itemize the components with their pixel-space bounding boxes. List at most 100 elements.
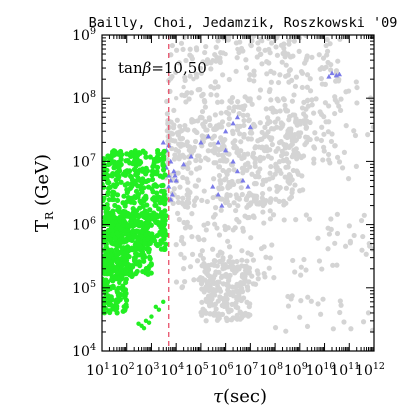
- point: [251, 35, 257, 39]
- point: [255, 271, 261, 277]
- point: [135, 236, 141, 242]
- point: [337, 298, 343, 304]
- point: [115, 171, 121, 177]
- point: [296, 152, 302, 159]
- point: [230, 120, 236, 126]
- point: [220, 167, 226, 174]
- point: [213, 205, 219, 211]
- point: [141, 325, 147, 331]
- point: [240, 106, 247, 112]
- point: [201, 260, 207, 267]
- point: [144, 271, 151, 277]
- point: [264, 120, 271, 127]
- point: [283, 62, 289, 68]
- point: [114, 251, 120, 258]
- point: [268, 97, 274, 103]
- point: [109, 274, 115, 279]
- point: [234, 168, 241, 174]
- point: [266, 176, 272, 182]
- point: [194, 129, 200, 136]
- point: [280, 96, 287, 102]
- point: [339, 165, 346, 171]
- point: [303, 125, 309, 131]
- point: [116, 164, 122, 171]
- point: [147, 256, 153, 262]
- point: [290, 53, 296, 59]
- point: [289, 136, 295, 142]
- point: [198, 309, 204, 316]
- point: [320, 157, 326, 163]
- point: [162, 227, 168, 233]
- point: [188, 170, 194, 176]
- point: [275, 79, 282, 86]
- point: [233, 40, 239, 46]
- point: [102, 204, 106, 211]
- point: [106, 308, 112, 314]
- point: [282, 145, 288, 151]
- point: [214, 263, 220, 269]
- point: [287, 196, 293, 202]
- point: [303, 212, 309, 218]
- point: [181, 92, 188, 99]
- point: [173, 69, 179, 75]
- point: [215, 298, 221, 304]
- point: [234, 114, 241, 120]
- point: [208, 292, 214, 298]
- point: [274, 52, 281, 58]
- point: [278, 139, 284, 145]
- point: [142, 254, 148, 260]
- point: [182, 77, 188, 84]
- axis-ticks: [101, 34, 375, 352]
- point: [220, 72, 226, 78]
- point: [366, 241, 372, 247]
- y-tick-label: 107: [72, 152, 96, 170]
- point: [115, 175, 121, 182]
- point: [300, 187, 306, 193]
- point: [235, 46, 240, 52]
- point: [336, 159, 343, 165]
- point: [185, 193, 192, 200]
- point: [143, 193, 149, 199]
- x-tick-label: 105: [185, 361, 209, 379]
- point: [209, 135, 215, 141]
- point: [223, 271, 229, 278]
- point: [117, 152, 123, 158]
- point: [304, 53, 310, 59]
- point: [307, 76, 313, 82]
- point: [241, 117, 247, 124]
- point: [326, 103, 332, 109]
- point: [159, 210, 165, 216]
- point: [180, 195, 186, 201]
- point: [253, 144, 259, 150]
- point: [224, 303, 230, 310]
- point: [247, 124, 253, 130]
- point: [150, 196, 156, 202]
- point: [248, 235, 254, 241]
- point: [109, 222, 116, 228]
- point: [298, 298, 304, 304]
- point: [161, 214, 167, 220]
- point: [114, 305, 120, 312]
- point: [123, 238, 129, 244]
- point: [133, 246, 139, 252]
- point: [215, 99, 221, 105]
- point: [202, 119, 208, 125]
- point: [121, 193, 127, 199]
- point: [338, 96, 344, 102]
- point: [229, 284, 235, 290]
- point: [219, 302, 225, 309]
- point: [124, 199, 130, 205]
- point: [128, 153, 134, 159]
- point: [224, 171, 230, 177]
- point: [206, 115, 212, 121]
- point: [301, 256, 307, 263]
- point: [182, 126, 188, 132]
- point: [271, 275, 277, 281]
- point: [124, 304, 129, 310]
- point: [147, 154, 153, 160]
- point: [177, 123, 183, 129]
- point: [249, 273, 255, 279]
- point: [157, 241, 163, 247]
- point: [268, 68, 274, 74]
- point: [137, 183, 144, 189]
